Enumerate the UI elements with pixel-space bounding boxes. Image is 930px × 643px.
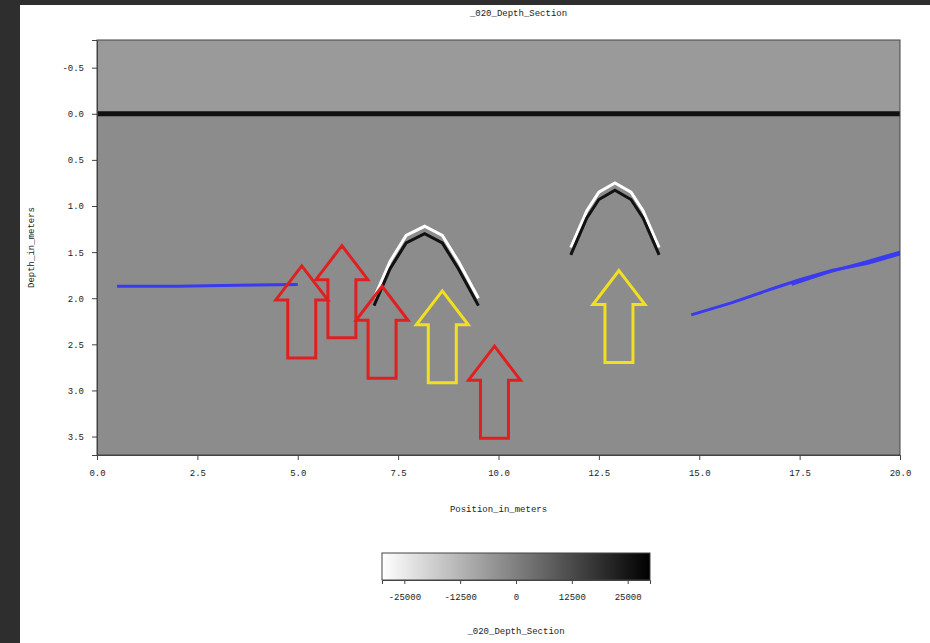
tick: 0.0 (68, 110, 97, 120)
tick-label: 2.5 (190, 469, 206, 479)
axis-line (92, 41, 98, 456)
arrow-marker (468, 346, 520, 438)
tick-label: -25000 (389, 593, 421, 603)
colorbar-tick: 12500 (559, 580, 586, 603)
line (571, 190, 659, 255)
tick-mark (92, 68, 97, 69)
colorbar-tick: -12500 (444, 580, 476, 603)
tick-mark (92, 252, 97, 253)
tick: 2.5 (68, 341, 97, 351)
tick-mark (599, 455, 600, 460)
colorbar-axis: -25000 -12500 0 12500 25000 (383, 580, 651, 603)
tick-mark (92, 298, 97, 299)
line (792, 252, 900, 284)
x-axis-title: Position_in_meters (450, 505, 547, 515)
tick: -0.5 (62, 64, 97, 74)
tick-mark (900, 455, 901, 460)
tick-label: -0.5 (62, 64, 84, 74)
y-axis: -0.5 0.0 0.5 1.0 1.5 2.0 2.5 3.0 3.5 (62, 41, 97, 456)
tick-label: -12500 (444, 593, 476, 603)
panel (20, 5, 930, 643)
tick-label: 20.0 (890, 469, 912, 479)
tick: 15.0 (689, 455, 711, 479)
line (117, 284, 298, 286)
tick-mark (572, 580, 573, 584)
tick-label: 0.0 (89, 469, 105, 479)
tick-label: 17.5 (789, 469, 811, 479)
tick-mark (92, 390, 97, 391)
tick-label: 3.5 (68, 433, 84, 443)
tick: 10.0 (488, 455, 510, 479)
x-axis: 0.0 2.5 5.0 7.5 10.0 12.5 15.0 17.5 20.0 (89, 455, 911, 479)
tick-label: 0.0 (68, 110, 84, 120)
plot-area (97, 40, 900, 455)
tick: 17.5 (789, 455, 811, 479)
title: _020_Depth_Section (469, 9, 567, 19)
tick-label: 3.0 (68, 387, 84, 397)
tick-mark (92, 114, 97, 115)
colorbar-axis-line (383, 581, 651, 585)
tick-mark (628, 580, 629, 584)
tick-mark (92, 206, 97, 207)
tick-label: 1.5 (68, 248, 84, 258)
colorbar-tick: 25000 (615, 580, 642, 603)
colorbar-tick: -25000 (389, 580, 421, 603)
tick-mark (404, 580, 405, 584)
tick-label: 0.5 (68, 156, 84, 166)
tick-label: 1.0 (68, 202, 84, 212)
tick-mark (92, 344, 97, 345)
tick-label: 0 (514, 593, 519, 603)
colorbar-title: _020_Depth_Section (466, 627, 564, 637)
tick: 1.0 (68, 202, 97, 212)
tick-label: 7.5 (391, 469, 407, 479)
chart: 0.02.55.07.510.012.515.017.520.0-0.50.00… (0, 0, 930, 643)
tick: 0.5 (68, 156, 97, 166)
line (571, 183, 659, 248)
tick: 12.5 (589, 455, 611, 479)
plot-frame (97, 40, 900, 455)
tick-mark (800, 455, 801, 460)
tick-mark (398, 455, 399, 460)
tick: 2.5 (190, 455, 206, 479)
line (374, 226, 478, 298)
tick-label: 2.0 (68, 295, 84, 305)
arrow-marker (416, 291, 468, 383)
tick-mark (460, 580, 461, 584)
air-zone (97, 40, 900, 114)
tick: 2.0 (68, 295, 97, 305)
tick-mark (197, 455, 198, 460)
tick: 0.0 (89, 455, 105, 479)
tick-mark (92, 160, 97, 161)
tick-mark (499, 455, 500, 460)
plot-background (97, 40, 900, 455)
line (97, 111, 900, 116)
colorbar-tick: 0 (514, 580, 519, 603)
tick-mark (699, 455, 700, 460)
tick-label: 5.0 (290, 469, 306, 479)
arrow-marker (593, 271, 645, 363)
tick-label: 12.5 (589, 469, 611, 479)
y-axis-title: Depth_in_meters (27, 207, 37, 288)
tick-mark (516, 580, 517, 584)
tick-label: 2.5 (68, 341, 84, 351)
tick-mark (298, 455, 299, 460)
tick: 3.5 (68, 433, 97, 443)
tick-label: 25000 (615, 593, 642, 603)
tick-label: 10.0 (488, 469, 510, 479)
arrow-marker (356, 286, 408, 378)
tick-mark (92, 437, 97, 438)
arrow-marker (316, 246, 368, 338)
tick: 20.0 (890, 455, 912, 479)
tick: 5.0 (290, 455, 306, 479)
axis-line (98, 456, 901, 461)
colorbar (382, 553, 650, 580)
tick: 1.5 (68, 248, 97, 258)
tick-label: 15.0 (689, 469, 711, 479)
tick: 3.0 (68, 387, 97, 397)
tick-label: 12500 (559, 593, 586, 603)
tick: 7.5 (391, 455, 407, 479)
